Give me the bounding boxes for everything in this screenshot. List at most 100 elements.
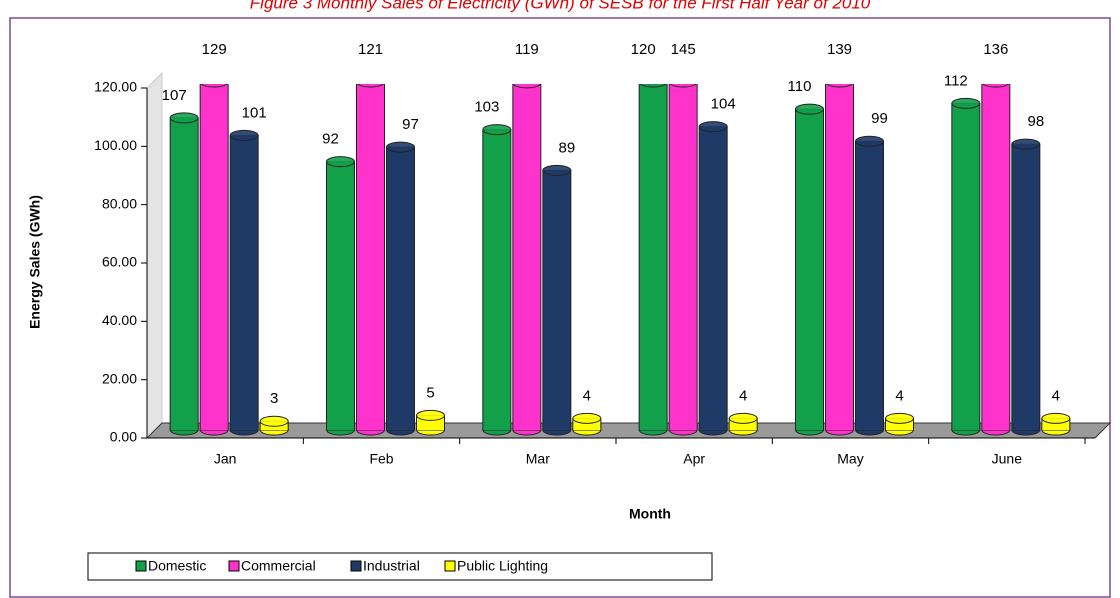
bar-cover xyxy=(170,429,198,430)
data-label: 136 xyxy=(983,41,1008,58)
bar-body xyxy=(542,169,572,431)
legend-swatch xyxy=(444,560,456,572)
data-label: 97 xyxy=(402,116,419,133)
bar xyxy=(512,84,542,436)
chart-frame xyxy=(9,17,1111,598)
bar-cover xyxy=(856,429,883,430)
bar-cover xyxy=(886,429,913,430)
x-tick-label: June xyxy=(992,451,1023,467)
bar-cover xyxy=(1042,429,1070,430)
bar-body xyxy=(482,129,512,431)
data-label: 89 xyxy=(558,139,575,156)
bar xyxy=(1041,412,1071,436)
bar-top xyxy=(639,84,667,88)
bar xyxy=(482,124,512,436)
bar-cover xyxy=(826,429,853,430)
data-label: 129 xyxy=(202,41,227,58)
bar-top xyxy=(795,103,824,115)
bar xyxy=(668,84,698,436)
data-label: 5 xyxy=(426,384,434,401)
y-tick-label: 120.00 xyxy=(94,79,137,95)
bar-top xyxy=(229,129,259,141)
bar-cover xyxy=(230,429,258,430)
bar-body xyxy=(1011,143,1041,431)
bar-body xyxy=(356,84,385,431)
bar-body xyxy=(951,102,981,431)
side-wall xyxy=(146,71,163,440)
bar xyxy=(229,129,259,436)
bar-cover xyxy=(982,429,1010,430)
bar-cover xyxy=(543,429,571,430)
bar-top xyxy=(951,97,981,109)
y-tick-label: 0.00 xyxy=(110,429,137,445)
data-label: 98 xyxy=(1027,113,1044,130)
data-label: 104 xyxy=(711,96,736,113)
bar-cover xyxy=(513,429,541,430)
bar xyxy=(416,409,445,436)
legend-label: Public Lighting xyxy=(457,558,548,574)
bar-cover xyxy=(699,429,727,430)
bar-cover xyxy=(483,429,511,430)
data-label: 107 xyxy=(162,87,187,104)
legend-label: Commercial xyxy=(241,558,316,574)
bar xyxy=(698,121,728,436)
bar-cover xyxy=(417,429,444,430)
bar xyxy=(259,415,289,436)
data-label: 145 xyxy=(671,41,696,58)
x-tick-label: Feb xyxy=(369,451,393,467)
bar xyxy=(542,164,572,436)
bar xyxy=(855,135,884,436)
bar-top xyxy=(326,156,355,168)
bar xyxy=(951,97,981,436)
bar-top xyxy=(169,112,199,124)
bar-body xyxy=(825,84,854,431)
bar-top xyxy=(356,84,385,88)
bar-body xyxy=(326,161,355,431)
bar xyxy=(199,84,229,436)
bar-top xyxy=(542,164,572,176)
x-tick-label: Jan xyxy=(214,451,237,467)
bar-top xyxy=(200,84,228,88)
data-label: 4 xyxy=(1052,387,1060,404)
bar xyxy=(1011,138,1041,436)
bar-top xyxy=(1041,412,1071,424)
chart-title: Figure 3 Monthly Sales of Electricity (G… xyxy=(250,0,871,12)
bar-body xyxy=(795,108,824,431)
bar xyxy=(885,412,914,436)
bar-top xyxy=(482,124,512,136)
data-label: 92 xyxy=(322,131,339,148)
data-label: 4 xyxy=(895,387,903,404)
data-label: 110 xyxy=(788,78,812,95)
x-tick-label: Apr xyxy=(683,451,705,467)
x-axis-title: Month xyxy=(629,506,671,522)
bar-top xyxy=(512,84,542,89)
data-label: 99 xyxy=(871,110,888,127)
bar-body xyxy=(698,126,728,431)
y-tick-label: 100.00 xyxy=(94,137,137,153)
legend-box xyxy=(87,552,713,581)
bar-cover xyxy=(200,429,228,430)
bar-body xyxy=(386,146,415,431)
bar-top xyxy=(825,84,854,88)
bar-top xyxy=(669,84,697,88)
bar-body xyxy=(169,117,199,431)
bar-body xyxy=(855,140,884,431)
x-tick-label: Mar xyxy=(526,451,550,467)
legend-label: Industrial xyxy=(363,558,420,574)
data-label: 120 xyxy=(631,41,656,58)
bar-cover xyxy=(796,429,823,430)
bar xyxy=(638,84,668,436)
legend-swatch xyxy=(135,560,147,572)
bar xyxy=(795,103,824,436)
bar-top xyxy=(982,84,1010,88)
bar-cover xyxy=(952,429,980,430)
bar-cover xyxy=(729,429,757,430)
data-label: 3 xyxy=(270,390,278,407)
bar-top xyxy=(259,415,289,427)
bar-cover xyxy=(387,429,414,430)
bars xyxy=(169,84,1071,436)
legend-swatch xyxy=(228,560,240,572)
bar-top xyxy=(728,412,758,424)
bar-body xyxy=(512,84,542,431)
